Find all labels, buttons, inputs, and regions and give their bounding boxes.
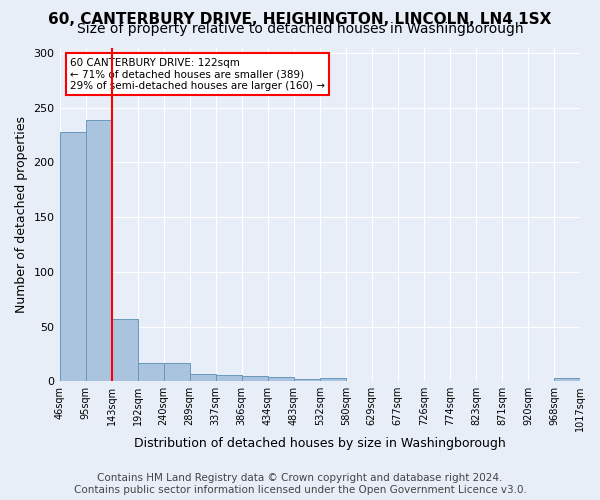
Bar [242, 376, 268, 381]
Bar [320, 378, 346, 381]
Bar [137, 362, 164, 381]
Text: 60 CANTERBURY DRIVE: 122sqm
← 71% of detached houses are smaller (389)
29% of se: 60 CANTERBURY DRIVE: 122sqm ← 71% of det… [70, 58, 325, 90]
Y-axis label: Number of detached properties: Number of detached properties [15, 116, 28, 313]
Text: Contains HM Land Registry data © Crown copyright and database right 2024.
Contai: Contains HM Land Registry data © Crown c… [74, 474, 526, 495]
Bar [86, 120, 112, 381]
Bar [164, 362, 190, 381]
X-axis label: Distribution of detached houses by size in Washingborough: Distribution of detached houses by size … [134, 437, 506, 450]
Text: Size of property relative to detached houses in Washingborough: Size of property relative to detached ho… [77, 22, 523, 36]
Bar [294, 379, 320, 381]
Bar [268, 377, 294, 381]
Bar [554, 378, 580, 381]
Bar [215, 374, 242, 381]
Bar [112, 319, 137, 381]
Bar [190, 374, 215, 381]
Bar [59, 132, 86, 381]
Text: 60, CANTERBURY DRIVE, HEIGHINGTON, LINCOLN, LN4 1SX: 60, CANTERBURY DRIVE, HEIGHINGTON, LINCO… [49, 12, 551, 28]
